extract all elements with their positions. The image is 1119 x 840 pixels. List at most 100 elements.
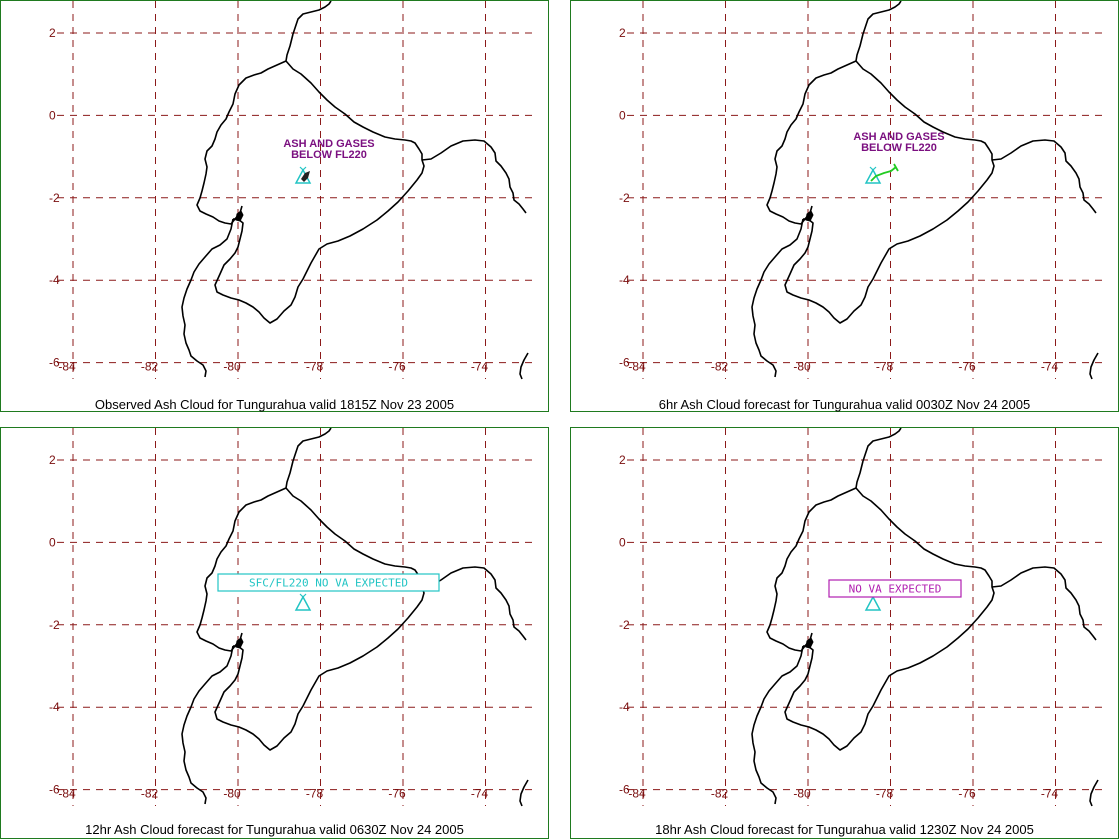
lon-tick-label: -74 xyxy=(471,360,489,374)
lon-tick-label: -74 xyxy=(1041,360,1059,374)
ash-annotation-line: ASH AND GASES xyxy=(283,138,374,150)
panel-observed: 2 0 -2 -4 -6 -84 -82 -80 -78 -76 -74 ASH AND GASES B… xyxy=(0,0,549,412)
lon-tick-label: -84 xyxy=(628,360,646,374)
coastline-segment xyxy=(1089,779,1099,807)
coastline-segment xyxy=(196,487,287,652)
coastline xyxy=(181,428,529,807)
coastline-segment xyxy=(862,428,902,462)
graticule xyxy=(57,428,538,806)
lat-tick-label: 2 xyxy=(619,26,626,40)
coastline-segment xyxy=(181,645,234,805)
lat-tick-label: -4 xyxy=(49,700,60,714)
coastline-segment xyxy=(991,139,1097,214)
coastline-segment xyxy=(751,218,804,378)
lon-tick-label: -84 xyxy=(58,787,76,801)
coastline-segment xyxy=(1089,352,1099,380)
ash-annotation-line: BELOW FL220 xyxy=(861,142,937,154)
coastline-segment xyxy=(519,352,529,380)
lon-tick-label: -76 xyxy=(388,787,406,801)
graticule xyxy=(627,1,1108,379)
coastline-segment xyxy=(292,1,332,35)
lon-tick-label: -80 xyxy=(223,787,241,801)
lat-tick-label: -6 xyxy=(619,783,630,797)
lon-tick-label: -80 xyxy=(223,360,241,374)
map-svg: 2 0 -2 -4 -6-84 -82 -80 -78 -76 -74 SFC/FL220 NO V… xyxy=(49,428,538,807)
panel-caption: Observed Ash Cloud for Tungurahua valid … xyxy=(94,397,455,412)
lon-tick-label: -74 xyxy=(1041,787,1059,801)
panel-caption: 18hr Ash Cloud forecast for Tungurahua v… xyxy=(655,822,1034,837)
island-shape xyxy=(235,637,244,649)
panel-caption: 12hr Ash Cloud forecast for Tungurahua v… xyxy=(85,822,464,837)
lon-tick-label: -78 xyxy=(306,787,324,801)
lon-tick-label: -76 xyxy=(388,360,406,374)
lat-tick-label: -4 xyxy=(619,273,630,287)
map-svg: 2 0 -2 -4 -6-84 -82 -80 -78 -76 -74 ASH AND GASESB… xyxy=(619,1,1108,380)
lon-tick-label: -78 xyxy=(876,360,894,374)
coastline-segment xyxy=(214,33,425,324)
coastline-segment xyxy=(784,460,995,751)
coastline-segment xyxy=(862,1,902,35)
lon-tick-label: -82 xyxy=(711,360,729,374)
coastline-segment xyxy=(519,779,529,807)
lon-tick-label: -82 xyxy=(141,787,159,801)
map-svg: 2 0 -2 -4 -6-84 -82 -80 -78 -76 -74 NO VA EXPECTED xyxy=(619,428,1108,807)
coastline-segment xyxy=(421,139,527,214)
panel-caption: 6hr Ash Cloud forecast for Tungurahua va… xyxy=(658,397,1031,412)
lat-tick-label: -6 xyxy=(619,356,630,370)
lat-tick-label: 0 xyxy=(49,108,56,122)
lat-tick-label: 2 xyxy=(49,453,56,467)
lon-tick-label: -76 xyxy=(958,360,976,374)
lat-tick-label: -2 xyxy=(619,618,630,632)
lon-tick-label: -80 xyxy=(793,360,811,374)
lat-tick-label: -6 xyxy=(49,356,60,370)
lon-tick-label: -74 xyxy=(471,787,489,801)
coastline-segment xyxy=(991,566,1097,641)
coastline-segment xyxy=(421,566,527,641)
lat-tick-label: 0 xyxy=(49,535,56,549)
coastline-segment xyxy=(766,487,857,652)
lat-tick-label: -6 xyxy=(49,783,60,797)
va-status-label: SFC/FL220 NO VA EXPECTED xyxy=(217,573,440,592)
coastline-segment xyxy=(784,33,995,324)
graticule xyxy=(627,428,1108,806)
coastline xyxy=(751,1,1099,380)
lon-tick-label: -82 xyxy=(141,360,159,374)
coastline-segment xyxy=(766,60,857,225)
ash-annotation-line: BELOW FL220 xyxy=(291,149,367,161)
panel-6hr-forecast: 2 0 -2 -4 -6 -84 -82 -80 -78 -76 -74 ASH AND GASES B… xyxy=(570,0,1119,412)
lat-tick-label: 0 xyxy=(619,108,626,122)
lon-tick-label: -78 xyxy=(876,787,894,801)
lon-tick-label: -76 xyxy=(958,787,976,801)
coastline-segment xyxy=(181,218,234,378)
lat-tick-label: -2 xyxy=(49,191,60,205)
lon-tick-label: -80 xyxy=(793,787,811,801)
coastline-segment xyxy=(751,645,804,805)
lat-tick-label: 2 xyxy=(49,26,56,40)
map-svg: 2 0 -2 -4 -6-84 -82 -80 -78 -76 -74 ASH AND GASESB… xyxy=(49,1,538,380)
lat-tick-label: 0 xyxy=(619,535,626,549)
volcano-triangle-icon xyxy=(294,593,312,611)
coastline-segment xyxy=(214,460,425,751)
coastline-segment xyxy=(292,428,332,462)
lat-tick-label: -2 xyxy=(49,618,60,632)
lon-tick-label: -84 xyxy=(628,787,646,801)
va-status-text: NO VA EXPECTED xyxy=(849,583,942,596)
ash-annotation-line: ASH AND GASES xyxy=(853,131,944,143)
island-shape xyxy=(235,210,244,222)
island-shape xyxy=(805,210,814,222)
panel-12hr-forecast: 2 0 -2 -4 -6 -84 -82 -80 -78 -76 -74 SFC/FL220 NO V… xyxy=(0,427,549,839)
coastline xyxy=(751,428,1099,807)
lon-tick-label: -84 xyxy=(58,360,76,374)
va-status-text: SFC/FL220 NO VA EXPECTED xyxy=(249,577,408,590)
coastline-segment xyxy=(196,60,287,225)
ash-plume xyxy=(870,163,899,182)
island-shape xyxy=(805,637,814,649)
va-status-label: NO VA EXPECTED xyxy=(828,579,962,598)
graticule xyxy=(57,1,538,379)
lat-tick-label: -4 xyxy=(49,273,60,287)
panel-18hr-forecast: 2 0 -2 -4 -6 -84 -82 -80 -78 -76 -74 NO VA EXPECTED… xyxy=(570,427,1119,839)
lon-tick-label: -82 xyxy=(711,787,729,801)
lat-tick-label: 2 xyxy=(619,453,626,467)
lon-tick-label: -78 xyxy=(306,360,324,374)
lat-tick-label: -4 xyxy=(619,700,630,714)
